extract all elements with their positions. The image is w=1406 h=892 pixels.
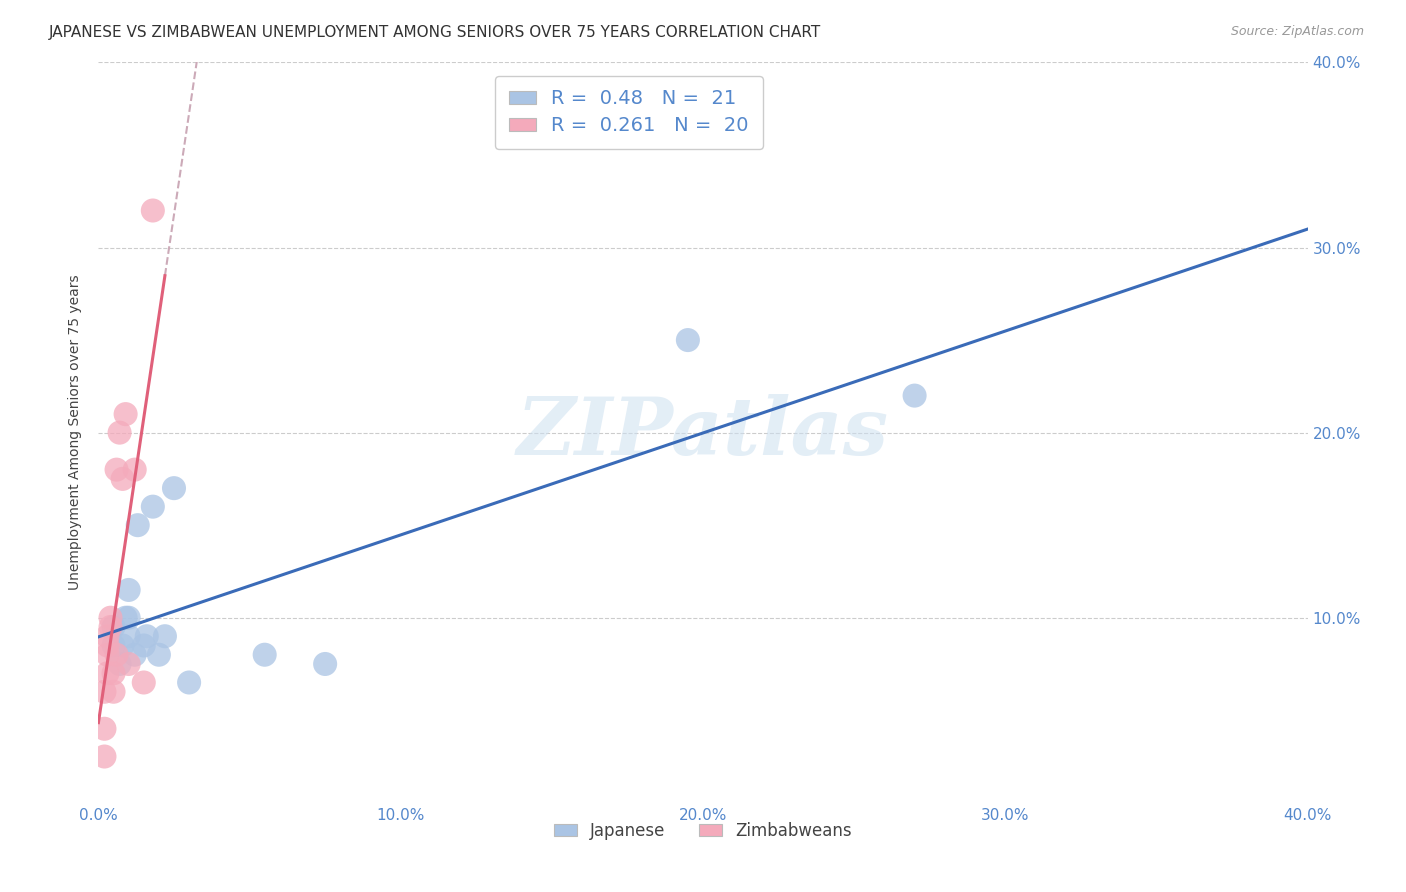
Point	[114, 407, 136, 421]
Point	[127, 518, 149, 533]
Point	[132, 639, 155, 653]
Point	[105, 462, 128, 476]
Point	[314, 657, 336, 671]
Point	[124, 648, 146, 662]
Point	[253, 648, 276, 662]
Point	[179, 675, 201, 690]
Point	[103, 639, 125, 653]
Y-axis label: Unemployment Among Seniors over 75 years: Unemployment Among Seniors over 75 years	[69, 275, 83, 591]
Point	[135, 629, 157, 643]
Point	[111, 639, 134, 653]
Point	[103, 685, 125, 699]
Point	[111, 472, 134, 486]
Point	[118, 582, 141, 597]
Point	[132, 675, 155, 690]
Text: Source: ZipAtlas.com: Source: ZipAtlas.com	[1230, 25, 1364, 38]
Point	[100, 620, 122, 634]
Point	[93, 685, 115, 699]
Text: JAPANESE VS ZIMBABWEAN UNEMPLOYMENT AMONG SENIORS OVER 75 YEARS CORRELATION CHAR: JAPANESE VS ZIMBABWEAN UNEMPLOYMENT AMON…	[49, 25, 821, 40]
Point	[96, 639, 118, 653]
Point	[153, 629, 176, 643]
Point	[103, 620, 125, 634]
Point	[103, 666, 125, 681]
Point	[114, 610, 136, 624]
Point	[93, 749, 115, 764]
Point	[96, 648, 118, 662]
Point	[148, 648, 170, 662]
Point	[108, 657, 131, 671]
Point	[124, 462, 146, 476]
Point	[96, 629, 118, 643]
Point	[163, 481, 186, 495]
Point	[118, 629, 141, 643]
Point	[105, 648, 128, 662]
Point	[93, 722, 115, 736]
Point	[96, 666, 118, 681]
Point	[904, 388, 927, 402]
Point	[142, 500, 165, 514]
Point	[142, 203, 165, 218]
Point	[118, 657, 141, 671]
Point	[108, 425, 131, 440]
Text: ZIPatlas: ZIPatlas	[517, 394, 889, 471]
Point	[676, 333, 699, 347]
Point	[118, 610, 141, 624]
Point	[100, 610, 122, 624]
Legend: Japanese, Zimbabweans: Japanese, Zimbabweans	[547, 815, 859, 847]
